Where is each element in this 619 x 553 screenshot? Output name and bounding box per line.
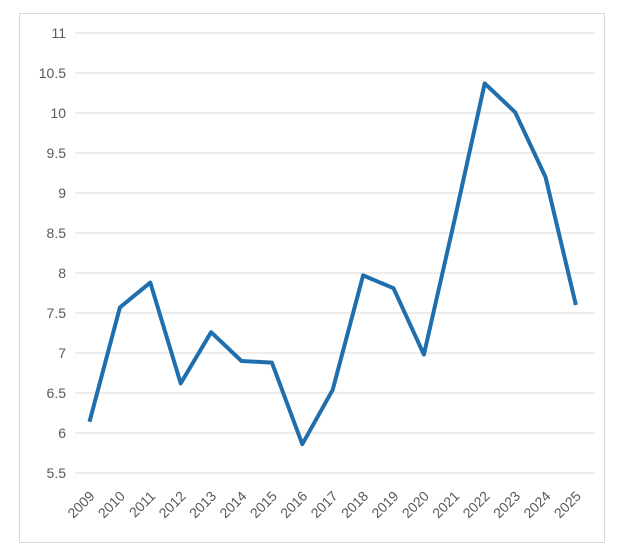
y-tick-label: 8.5 (47, 225, 67, 241)
y-tick-label: 5.5 (47, 465, 67, 481)
data-series-line (87, 81, 578, 447)
y-tick-label: 8 (58, 265, 66, 281)
chart-border (19, 13, 605, 543)
y-tick-label: 6 (58, 425, 66, 441)
y-tick-label: 7.5 (47, 305, 67, 321)
y-tick-label: 9 (58, 185, 66, 201)
y-tick-label: 9.5 (47, 145, 67, 161)
y-tick-label: 11 (51, 25, 66, 41)
y-tick-label: 10 (50, 105, 66, 121)
y-tick-label: 6.5 (47, 385, 67, 401)
y-tick-label: 10.5 (39, 65, 66, 81)
y-tick-label: 7 (58, 345, 66, 361)
